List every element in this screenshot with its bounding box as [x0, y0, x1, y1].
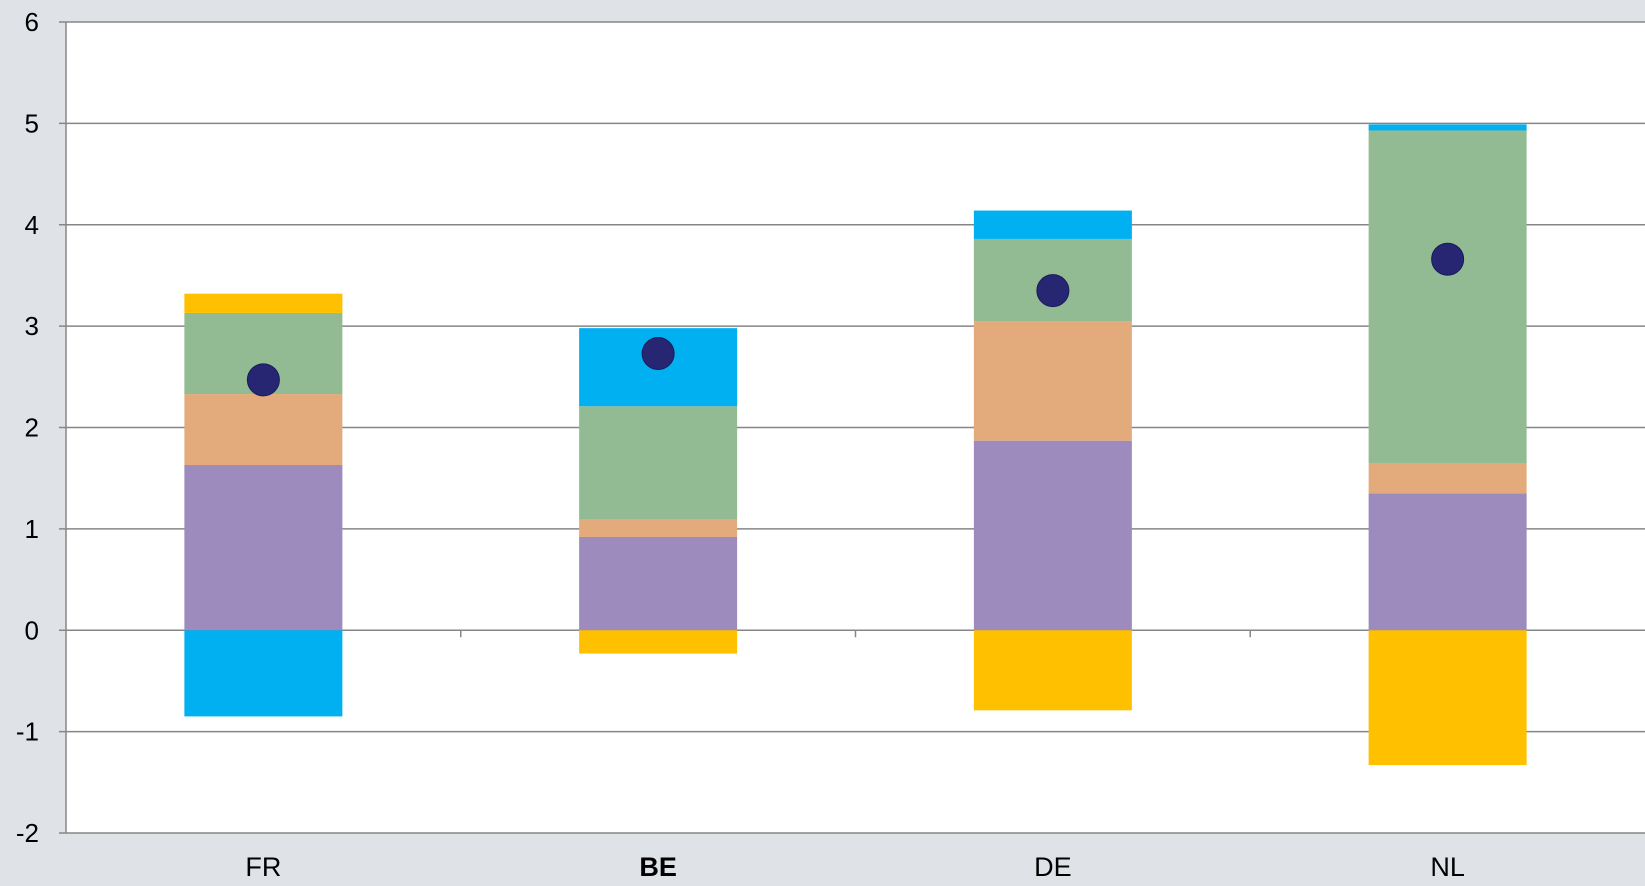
y-tick-label: 1	[25, 514, 39, 544]
bar-segment-fr-s5	[184, 293, 343, 313]
marker-point-nl	[1431, 242, 1465, 276]
bar-segment-nl-s2	[1368, 462, 1527, 494]
bar-segment-de-s4	[973, 210, 1132, 239]
x-axis-category-labels: FR BE DE NL	[245, 852, 1465, 882]
x-category-label: NL	[1430, 852, 1465, 882]
bar-segment-nl-s3	[1368, 130, 1527, 463]
bar-segment-nl-s5	[1368, 630, 1527, 766]
y-tick-label: 5	[25, 108, 39, 138]
y-tick-label: -1	[16, 717, 39, 747]
x-category-label: BE	[639, 852, 677, 882]
y-tick-label: 0	[25, 615, 39, 645]
y-axis-tick-labels: -2 -1 0 1 2 3 4 5 6	[16, 7, 39, 848]
x-category-label: DE	[1034, 852, 1072, 882]
bar-segment-fr-s1	[184, 465, 343, 631]
bar-segment-be-s5	[579, 630, 738, 654]
bar-segment-fr-s2	[184, 394, 343, 466]
y-tick-label: -2	[16, 818, 39, 848]
bar-segment-fr-s4	[184, 630, 343, 717]
axes	[59, 21, 1251, 834]
bar-segment-de-s5	[973, 630, 1132, 711]
bar-segment-be-s3	[579, 406, 738, 520]
bars	[184, 124, 1527, 766]
marker-point-fr	[246, 363, 280, 397]
bar-segment-nl-s1	[1368, 493, 1527, 631]
bar-segment-be-s2	[579, 519, 738, 537]
y-tick-label: 4	[25, 210, 39, 240]
y-tick-label: 2	[25, 413, 39, 443]
bar-segment-nl-s4	[1368, 124, 1527, 131]
x-category-label: FR	[245, 852, 281, 882]
bar-segment-de-s2	[973, 321, 1132, 441]
markers	[246, 242, 1465, 397]
marker-point-de	[1036, 274, 1070, 308]
bar-segment-de-s1	[973, 440, 1132, 631]
y-tick-label: 6	[25, 7, 39, 37]
y-tick-label: 3	[25, 311, 39, 341]
marker-point-be	[641, 336, 675, 370]
bar-segment-be-s1	[579, 536, 738, 631]
